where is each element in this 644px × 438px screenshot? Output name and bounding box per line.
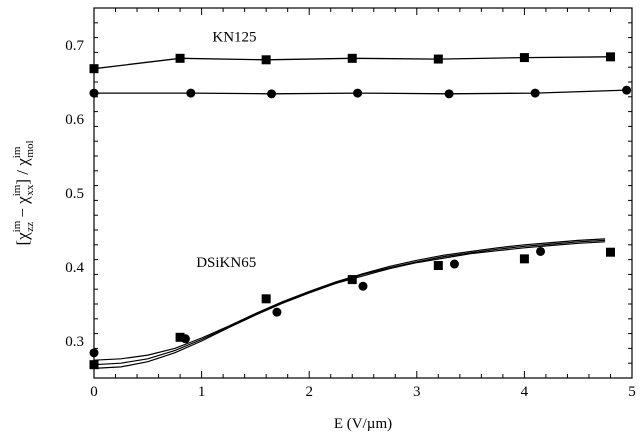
x-tick-label: 1 bbox=[198, 384, 206, 400]
square-point bbox=[89, 64, 99, 74]
square-point bbox=[605, 247, 615, 257]
circle-point bbox=[272, 307, 282, 317]
series-lines bbox=[93, 56, 627, 95]
plot-frame bbox=[93, 7, 633, 379]
circle-point bbox=[536, 246, 546, 256]
square-point bbox=[605, 52, 615, 62]
annotation-label: DSiKN65 bbox=[196, 255, 256, 271]
square-point bbox=[519, 53, 529, 63]
circle-point bbox=[358, 281, 368, 291]
circle-point bbox=[449, 259, 459, 269]
y-tick-label: 0.7 bbox=[65, 38, 84, 54]
x-tick-label: 4 bbox=[521, 384, 529, 400]
y-axis-label: [χimzz − χimxx] / χimmol bbox=[11, 140, 36, 245]
circle-point bbox=[186, 88, 196, 98]
square-point bbox=[347, 275, 357, 285]
x-tick-label: 3 bbox=[413, 384, 421, 400]
annotation-label: KN125 bbox=[212, 29, 256, 45]
y-tick-label: 0.3 bbox=[65, 334, 84, 350]
square-point bbox=[175, 332, 185, 342]
circle-point bbox=[89, 88, 99, 98]
data-points bbox=[89, 52, 632, 370]
square-point bbox=[347, 53, 357, 63]
tick-labels: 0 1 2 3 4 5 0.3 0.4 0.5 0.6 0.7 bbox=[65, 38, 636, 400]
square-point bbox=[433, 261, 443, 271]
square-point bbox=[433, 54, 443, 64]
square-point bbox=[261, 55, 271, 65]
circle-point bbox=[444, 89, 454, 99]
y-tick-label: 0.5 bbox=[65, 186, 84, 202]
annotations: KN125 DSiKN65 bbox=[196, 29, 256, 271]
y-tick-label: 0.4 bbox=[65, 260, 84, 276]
x-tick-label: 0 bbox=[90, 384, 98, 400]
square-point bbox=[519, 254, 529, 264]
circle-point bbox=[180, 334, 190, 344]
square-point bbox=[175, 53, 185, 63]
x-axis-label: E (V/µm) bbox=[334, 416, 392, 432]
circle-point bbox=[622, 85, 632, 95]
circle-point bbox=[530, 88, 540, 98]
axis-ticks bbox=[93, 7, 633, 379]
x-tick-label: 5 bbox=[628, 384, 636, 400]
square-point bbox=[261, 294, 271, 304]
circle-point bbox=[353, 88, 363, 98]
y-tick-label: 0.6 bbox=[65, 112, 84, 128]
circle-point bbox=[89, 348, 99, 358]
square-point bbox=[89, 360, 99, 370]
circle-point bbox=[267, 89, 277, 99]
x-tick-label: 2 bbox=[305, 384, 313, 400]
